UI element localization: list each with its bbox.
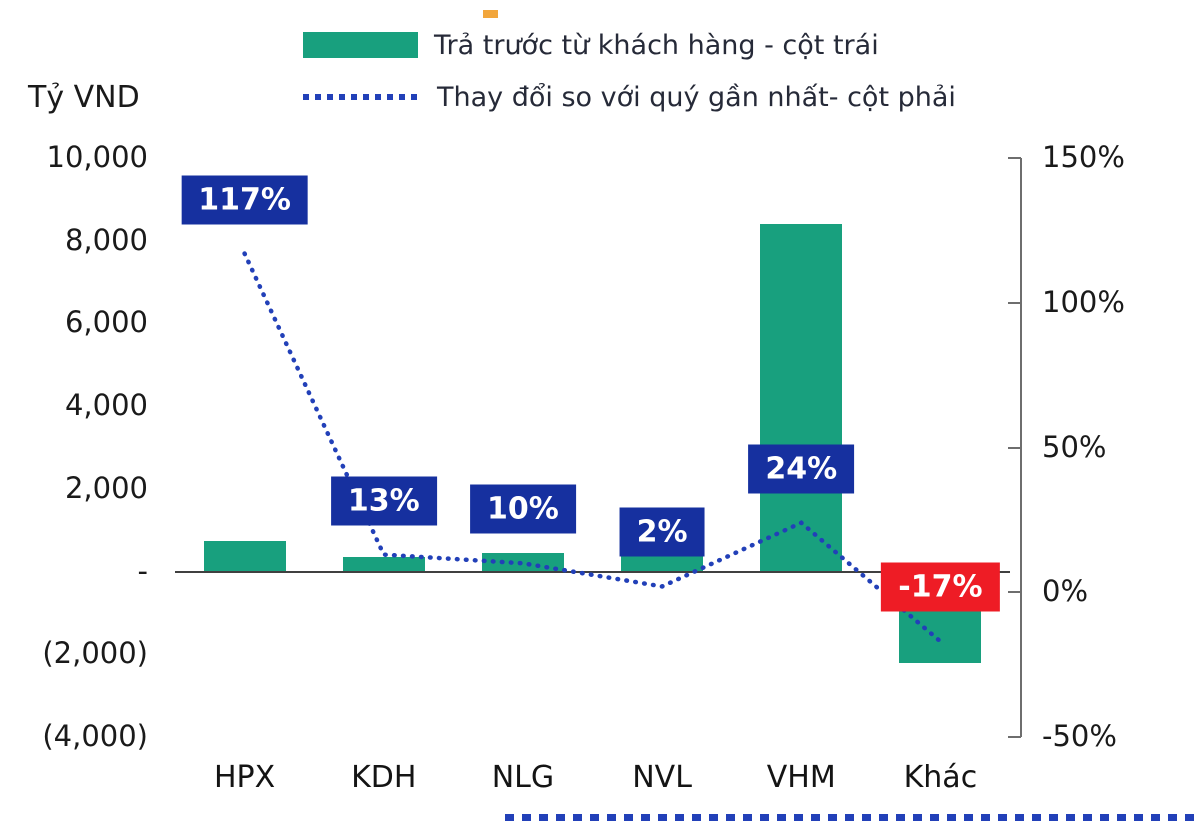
data-label-NLG: 10% [470, 484, 576, 534]
right-axis-tick-label: 0% [1042, 574, 1089, 609]
right-axis-tick-label: -50% [1042, 719, 1117, 753]
legend-item-bar-series: Trả trước từ khách hàng - cột trái [303, 28, 956, 62]
right-axis-tick-label: 150% [1042, 140, 1125, 174]
orange-dash-artifact [483, 10, 498, 18]
data-label-NVL: 2% [619, 507, 705, 557]
data-label-KDH: 13% [330, 476, 437, 526]
x-axis-label-NLG: NLG [491, 760, 555, 795]
left-axis-tick-label: 2,000 [64, 470, 148, 505]
bar-NLG [481, 552, 564, 572]
left-axis-tick-label: 10,000 [46, 140, 148, 174]
bottom-dotted-line-artifact [505, 814, 1200, 821]
right-axis-tick-mark [1008, 301, 1021, 304]
right-axis-tick-label: 100% [1042, 284, 1125, 319]
right-axis-tick-label: 50% [1042, 429, 1107, 464]
x-axis-label-VHM: VHM [766, 760, 836, 795]
zero-axis-line [175, 570, 1010, 573]
bar-HPX [203, 540, 286, 572]
bar-KDH [342, 557, 425, 572]
x-axis-label-Khác: Khác [903, 760, 978, 795]
bar-VHM [760, 224, 843, 572]
left-axis-tick-label: - [137, 553, 148, 588]
left-axis-tick-label: (4,000) [42, 719, 148, 753]
right-axis-line [1020, 158, 1022, 737]
right-axis-tick-mark [1008, 736, 1021, 738]
left-axis-tick-label: 4,000 [64, 388, 148, 423]
left-axis-unit-label: Tỷ VND [28, 80, 140, 115]
legend-item-line-series: Thay đổi so với quý gần nhất- cột phải [303, 80, 956, 114]
line-series-swatch [303, 94, 421, 100]
x-axis-label-KDH: KDH [351, 760, 417, 795]
right-axis-tick-mark [1008, 157, 1021, 159]
left-axis-tick-label: (2,000) [42, 636, 148, 671]
left-axis-tick-label: 8,000 [64, 222, 148, 257]
bar-Khác [899, 571, 982, 663]
x-axis-label-HPX: HPX [213, 760, 276, 795]
data-label-Khác: -17% [881, 562, 1000, 612]
left-axis-tick-label: 6,000 [64, 305, 148, 340]
bar-series-swatch [303, 32, 418, 58]
line-series-label: Thay đổi so với quý gần nhất- cột phải [437, 81, 956, 113]
x-axis-label-NVL: NVL [632, 760, 692, 795]
bar-series-label: Trả trước từ khách hàng - cột trái [434, 29, 879, 61]
data-label-HPX: 117% [181, 175, 308, 225]
bar-NVL [621, 552, 704, 572]
right-axis-tick-mark [1008, 446, 1021, 449]
right-axis-tick-mark [1008, 591, 1021, 594]
legend: Trả trước từ khách hàng - cột trái Thay … [303, 28, 956, 132]
data-label-VHM: 24% [748, 444, 855, 494]
